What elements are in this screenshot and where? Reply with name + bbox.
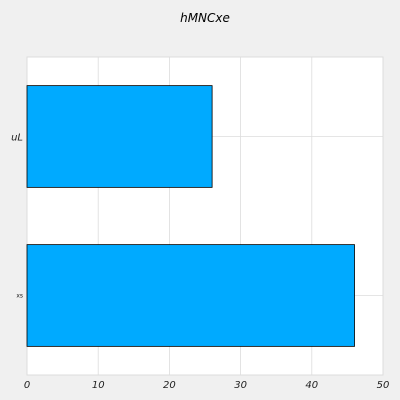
x-tick-label: 40: [305, 380, 318, 391]
y-tick-label: xs: [16, 293, 23, 300]
bars: [26, 85, 355, 347]
x-tick-label: 50: [377, 380, 390, 391]
bar-uL: [26, 85, 213, 188]
x-tick-label: 0: [24, 380, 30, 391]
bar-xs: [26, 244, 355, 347]
x-tick-label: 20: [163, 380, 176, 391]
y-tick-label: uL: [11, 133, 23, 144]
axes: 0 10 20 30 40 50 uL xs: [11, 133, 389, 392]
chart-title: hMNCxe: [180, 11, 230, 25]
x-tick-label: 30: [234, 380, 247, 391]
x-tick-label: 10: [92, 380, 105, 391]
